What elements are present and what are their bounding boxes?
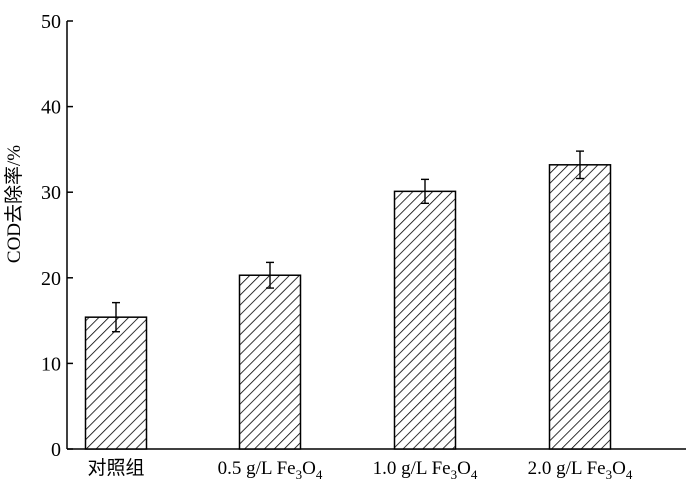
x-tick-label: 对照组 <box>87 457 144 479</box>
y-axis-label: COD去除率/% <box>3 145 25 263</box>
labels: 0 10 20 30 40 50 对照组 0.5 g/L Fe3O4 1.0 g/L Fe3O4… <box>41 11 633 481</box>
bar <box>393 190 457 450</box>
x-tick-label: 2.0 g/L Fe3O4 <box>528 458 633 481</box>
bars <box>84 164 612 450</box>
y-tick-label: 50 <box>41 11 61 33</box>
x-tick-label: 1.0 g/L Fe3O4 <box>373 458 478 481</box>
y-tick-label: 10 <box>41 353 61 375</box>
y-tick-label: 0 <box>51 439 61 461</box>
y-tick-label: 20 <box>41 268 61 290</box>
bar <box>84 316 148 450</box>
bar <box>238 274 302 450</box>
x-tick-label: 0.5 g/L Fe3O4 <box>218 458 323 481</box>
error-bars <box>112 150 584 333</box>
y-tick-label: 40 <box>41 97 61 119</box>
y-tick-label: 30 <box>41 182 61 204</box>
bar <box>548 164 612 450</box>
